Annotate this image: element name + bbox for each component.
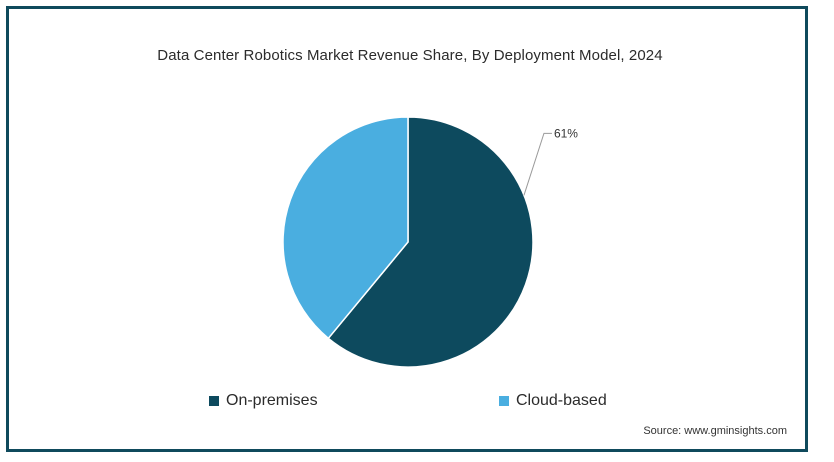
data-label-on-premises: 61% xyxy=(554,126,578,140)
legend-swatch-on-premises xyxy=(209,396,219,406)
pie-slice-on-premises xyxy=(327,116,534,368)
data-label-leader-line xyxy=(523,132,552,196)
legend-item-cloud-based: Cloud-based xyxy=(499,392,607,410)
pie-chart: 61% xyxy=(282,116,578,368)
source-text: Source: www.gminsights.com xyxy=(643,425,787,437)
legend: On-premises Cloud-based xyxy=(9,392,811,416)
legend-label-on-premises: On-premises xyxy=(226,392,318,409)
legend-swatch-cloud-based xyxy=(499,396,509,406)
legend-item-on-premises: On-premises xyxy=(209,392,318,410)
chart-frame: Data Center Robotics Market Revenue Shar… xyxy=(6,6,808,452)
pie-slice-cloud-based xyxy=(282,116,409,340)
legend-label-cloud-based: Cloud-based xyxy=(516,392,607,409)
chart-title: Data Center Robotics Market Revenue Shar… xyxy=(157,47,663,64)
